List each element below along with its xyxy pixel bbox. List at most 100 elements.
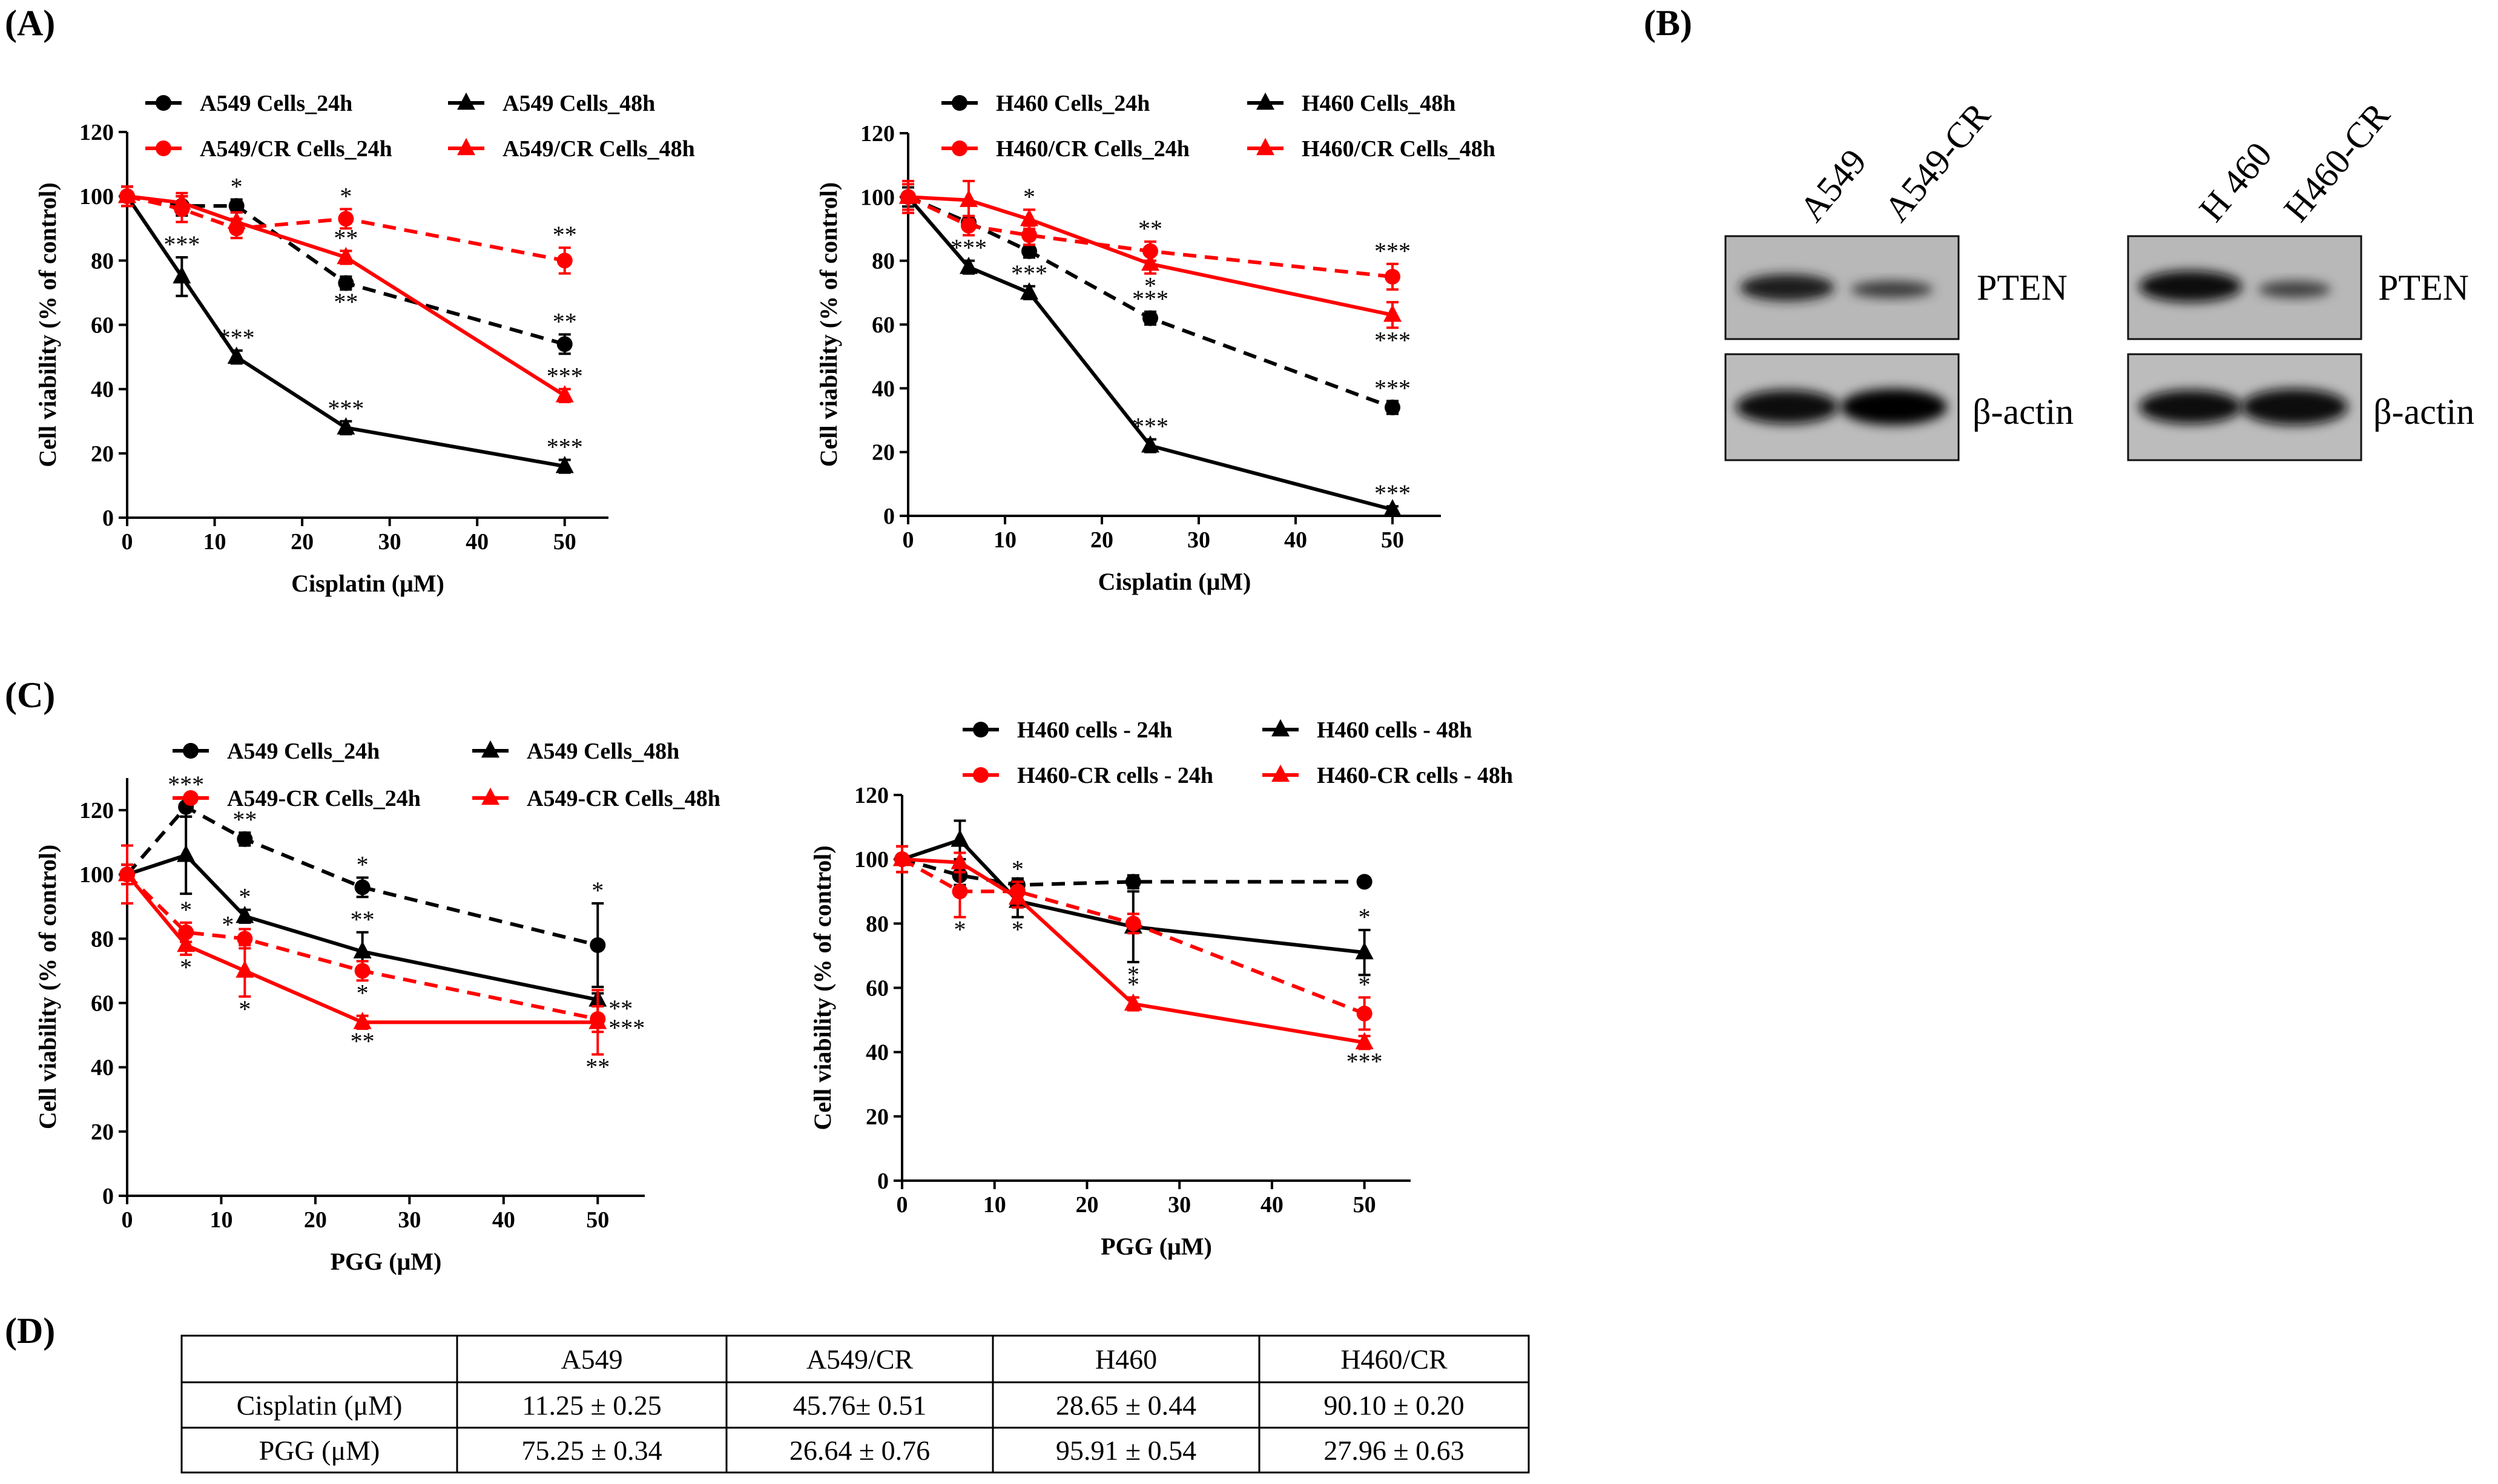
significance-label: *** xyxy=(219,324,255,351)
band-actin-a549-cr xyxy=(1841,389,1947,425)
x-tick-label: 10 xyxy=(994,527,1017,553)
data-point xyxy=(590,937,606,953)
blot-lane-h460-cr: H460-CR xyxy=(2276,95,2397,229)
table-cell: 90.10 ± 0.20 xyxy=(1323,1390,1464,1421)
data-point xyxy=(1383,499,1402,516)
y-axis-label: Cell viability (% of control) xyxy=(815,182,842,467)
significance-label: *** xyxy=(1346,1047,1383,1075)
chart-a-h460: 0 10 20 30 40 50 0 20 40 60 80 100 120 Cisplatin (μM)… xyxy=(815,91,1495,595)
data-point xyxy=(236,960,254,978)
data-point xyxy=(338,211,354,227)
data-point xyxy=(173,266,191,284)
legend-marker xyxy=(183,743,199,759)
x-tick-label: 20 xyxy=(304,1207,327,1233)
significance-label: * xyxy=(1012,855,1024,882)
y-tick-label: 0 xyxy=(102,1184,114,1209)
legend-label: A549/CR Cells_24h xyxy=(200,136,392,162)
table-cell: 28.65 ± 0.44 xyxy=(1056,1390,1196,1421)
significance-label: *** xyxy=(608,1014,645,1041)
table-border xyxy=(180,1334,1530,1474)
significance-label: *** xyxy=(1374,480,1411,507)
significance-label: *** xyxy=(547,433,583,460)
y-tick-label: 80 xyxy=(91,926,114,952)
blot-lane-a549-cr: A549-CR xyxy=(1876,95,1998,229)
x-tick-label: 0 xyxy=(897,1192,908,1218)
y-tick-label: 120 xyxy=(860,121,895,147)
legend-marker xyxy=(952,140,967,156)
table-cell: Cisplatin (μM) xyxy=(237,1390,403,1421)
significance-label: ** xyxy=(334,288,358,315)
significance-label: *** xyxy=(1374,326,1411,354)
significance-label: * xyxy=(1359,971,1371,998)
band-actin-h460-cr xyxy=(2241,389,2348,425)
x-tick-label: 50 xyxy=(553,529,576,555)
significance-label: ** xyxy=(232,806,257,833)
y-tick-label: 80 xyxy=(866,911,889,937)
data-point xyxy=(556,252,573,269)
series-4: *****H460/CR Cells_48h xyxy=(899,136,1495,354)
legend-marker xyxy=(1271,719,1290,737)
data-point xyxy=(227,211,246,229)
significance-label: ** xyxy=(334,224,358,251)
panel-label-d: (D) xyxy=(5,1311,55,1351)
data-point xyxy=(555,385,574,403)
legend-label: A549 Cells_24h xyxy=(227,739,380,764)
legend-marker xyxy=(973,722,989,737)
data-point xyxy=(1020,282,1038,300)
x-tick-label: 0 xyxy=(903,527,914,553)
significance-label: * xyxy=(1127,971,1139,998)
x-axis-label: PGG (μM) xyxy=(331,1248,442,1275)
y-axis-label: Cell viability (% of control) xyxy=(34,182,61,467)
y-tick-label: 60 xyxy=(866,976,889,1001)
significance-label: ** xyxy=(585,1053,610,1080)
data-point xyxy=(1020,208,1038,226)
table-cell: 45.76± 0.51 xyxy=(793,1390,927,1421)
significance-label: ** xyxy=(608,995,633,1022)
data-point xyxy=(588,1012,607,1029)
x-tick-label: 40 xyxy=(1284,527,1307,553)
significance-label: * xyxy=(340,182,352,209)
x-tick-label: 10 xyxy=(983,1192,1006,1218)
data-point xyxy=(556,336,573,352)
y-tick-label: 120 xyxy=(79,120,114,145)
table-cell: 75.25 ± 0.34 xyxy=(521,1435,662,1466)
data-point xyxy=(236,905,254,923)
table-cell: 27.96 ± 0.63 xyxy=(1323,1435,1464,1466)
data-point xyxy=(1125,874,1141,890)
significance-label: * xyxy=(239,883,251,911)
x-tick-label: 40 xyxy=(1261,1192,1284,1218)
significance-label: * xyxy=(1127,961,1139,988)
significance-label: ** xyxy=(553,221,577,248)
significance-label: * xyxy=(231,173,243,200)
data-point xyxy=(237,931,253,947)
data-point xyxy=(960,256,978,274)
series-line xyxy=(907,195,1393,279)
x-axis-label: Cisplatin (μM) xyxy=(291,570,444,597)
x-tick-label: 0 xyxy=(122,1207,133,1233)
series-3: ******A549-CR Cells_24h xyxy=(119,786,645,1041)
chart-c-h460: 0 10 20 30 40 50 0 20 40 60 80 100 120 PGG (μM) Cell v… xyxy=(809,717,1513,1260)
legend-label: H460 Cells_48h xyxy=(1302,91,1455,116)
data-point xyxy=(1356,1005,1373,1021)
y-axis-label: Cell viability (% of control) xyxy=(34,845,61,1129)
y-tick-label: 40 xyxy=(91,377,114,403)
significance-label: *** xyxy=(1374,374,1411,401)
data-point xyxy=(337,246,355,265)
significance-label: * xyxy=(222,911,234,938)
x-tick-label: 50 xyxy=(1381,527,1404,553)
data-point xyxy=(338,275,354,291)
data-point xyxy=(353,1012,372,1029)
data-point xyxy=(952,883,968,900)
data-point xyxy=(173,192,191,210)
legend-marker xyxy=(952,95,967,111)
significance-label: * xyxy=(954,916,966,943)
series-4: ******A549-CR Cells_48h xyxy=(118,786,720,1080)
data-point xyxy=(354,879,371,895)
series-2: * * * H460 cells - 48h xyxy=(893,717,1472,988)
x-axis-label: PGG (μM) xyxy=(1101,1233,1212,1260)
y-tick-label: 40 xyxy=(866,1040,889,1066)
series-4: *****A549/CR Cells_48h xyxy=(118,136,695,403)
x-tick-label: 30 xyxy=(398,1207,421,1233)
data-point xyxy=(354,963,371,979)
